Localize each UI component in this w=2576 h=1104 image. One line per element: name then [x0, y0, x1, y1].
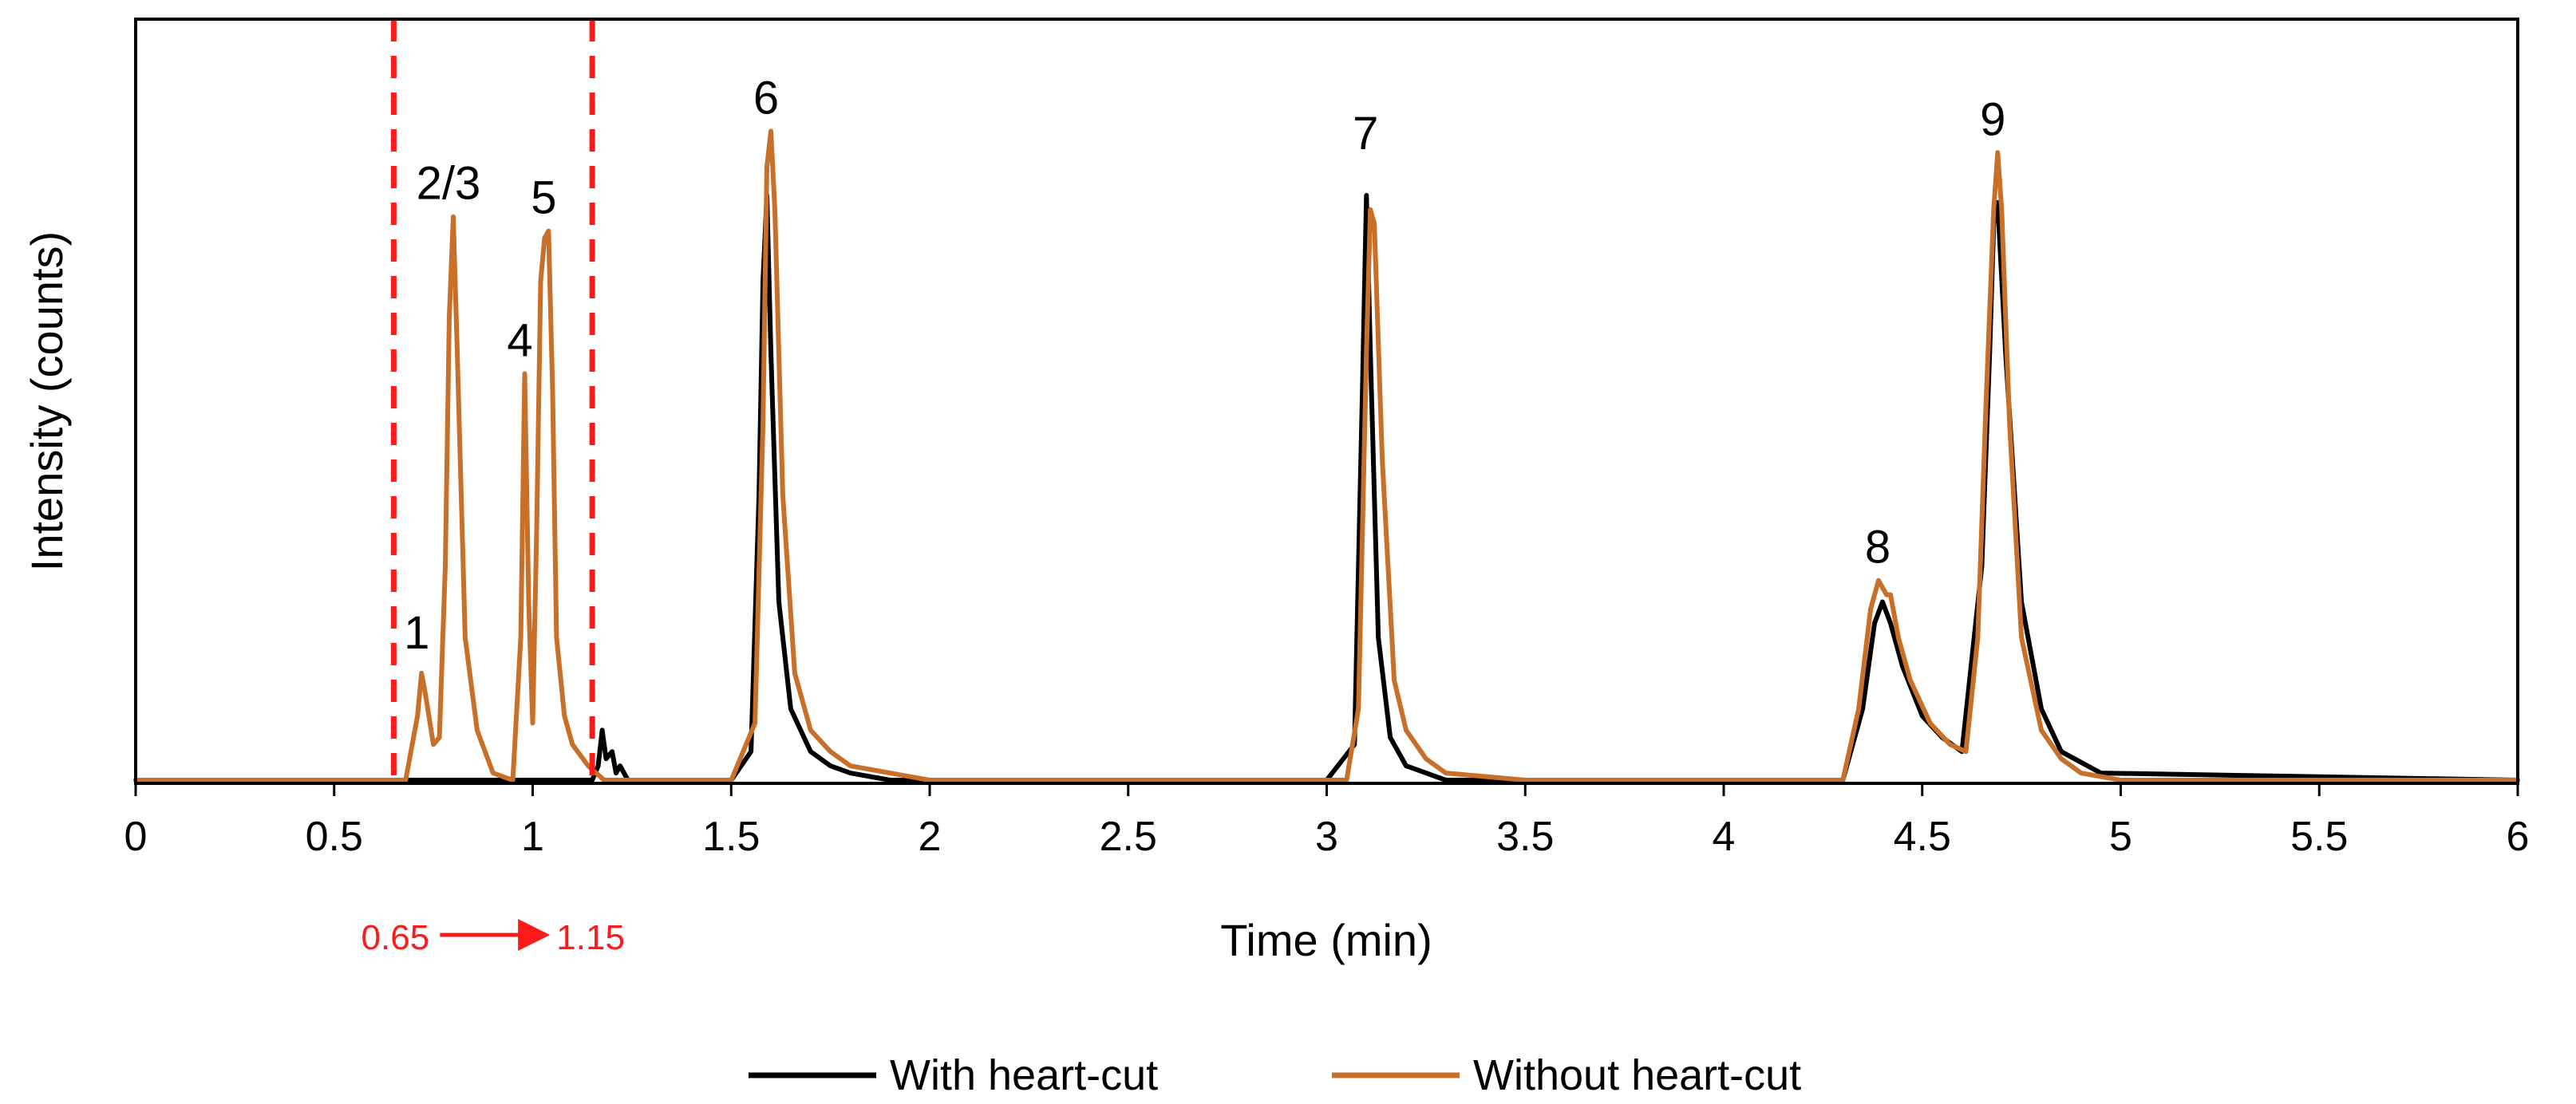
- peak-label: 5: [531, 172, 556, 224]
- peak-label: 7: [1353, 108, 1378, 160]
- heart-cut-window: 0.65 1.15: [362, 19, 625, 957]
- y-axis-label: Intensity (counts): [22, 231, 72, 571]
- peak-label: 2/3: [417, 158, 481, 210]
- peak-label: 8: [1865, 522, 1891, 574]
- x-tick-label: 4: [1713, 814, 1736, 860]
- heart-cut-end-label: 1.15: [556, 918, 625, 957]
- x-tick-label: 2: [919, 814, 942, 860]
- x-tick-label: 1.5: [702, 814, 760, 860]
- peak-label: 9: [1980, 93, 2005, 145]
- peak-labels: 1 2/3 4 5 6 7 8 9: [404, 72, 2005, 659]
- x-tick-label: 3.5: [1496, 814, 1554, 860]
- legend-label-with-heart-cut: With heart-cut: [890, 1051, 1158, 1099]
- x-tick-label: 3: [1315, 814, 1338, 860]
- x-axis-ticks: 0 0.5 1 1.5 2 2.5 3 3.5 4 4.5 5 5.5 6: [124, 783, 2530, 860]
- peak-label: 4: [507, 314, 532, 366]
- x-tick-label: 0.5: [306, 814, 363, 860]
- heart-cut-start-label: 0.65: [362, 918, 430, 957]
- x-tick-label: 2.5: [1100, 814, 1157, 860]
- series-layer: [133, 128, 2520, 783]
- peak-label: 6: [753, 72, 779, 124]
- x-tick-label: 5.5: [2290, 814, 2348, 860]
- x-tick-label: 6: [2507, 814, 2530, 860]
- x-axis-label: Time (min): [1220, 915, 1432, 965]
- x-tick-label: 0: [124, 814, 148, 860]
- x-tick-label: 4.5: [1894, 814, 1951, 860]
- x-tick-label: 5: [2109, 814, 2132, 860]
- x-tick-label: 1: [521, 814, 544, 860]
- peak-label: 1: [404, 607, 429, 659]
- legend: With heart-cut Without heart-cut: [749, 1051, 1801, 1099]
- legend-label-without-heart-cut: Without heart-cut: [1473, 1051, 1801, 1099]
- series-line-without-heart-cut: [133, 128, 2520, 783]
